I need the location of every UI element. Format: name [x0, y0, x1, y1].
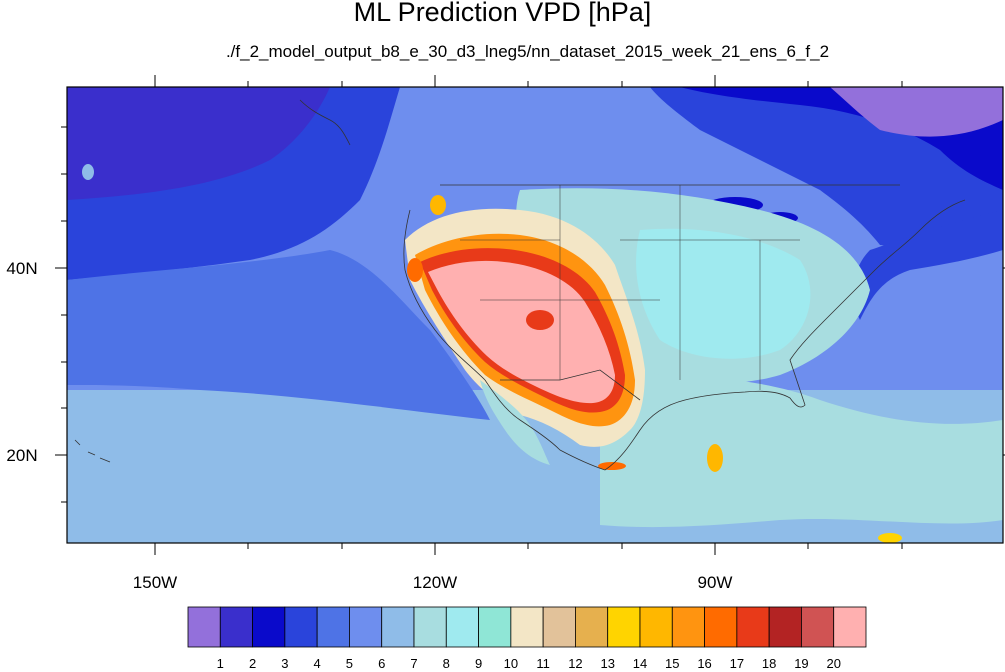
colorbar-label: 20 [826, 656, 840, 671]
colorbar-label: 7 [410, 656, 417, 671]
vpd-field [67, 87, 1003, 543]
state-lines [460, 185, 800, 390]
colorbar-label: 13 [600, 656, 614, 671]
hawaii-islands [74, 439, 111, 463]
colorbar-swatch [478, 606, 512, 648]
colorbar-swatch [284, 606, 318, 648]
field-hudson-violet [830, 87, 1003, 137]
field-pacific-mid [67, 250, 490, 420]
colorbar-label: 19 [794, 656, 808, 671]
colorbar-label: 4 [314, 656, 321, 671]
colorbar-swatch [445, 606, 479, 648]
field-hot-spot [878, 533, 902, 543]
colorbar-label: 2 [249, 656, 256, 671]
colorbar-label: 14 [633, 656, 647, 671]
colorbar-label: 3 [281, 656, 288, 671]
colorbar-label: 8 [443, 656, 450, 671]
map-coastlines [74, 99, 966, 471]
field-atlantic-dark [853, 210, 1003, 320]
lon-tick-label: 150W [133, 573, 177, 592]
colorbar-label: 9 [475, 656, 482, 671]
map-subtitle: ./f_2_model_output_b8_e_30_d3_lneg5/nn_d… [225, 42, 830, 61]
colorbar-swatch [187, 606, 221, 648]
gulf-east-coastline [604, 199, 966, 471]
field-hot-spot [407, 258, 423, 282]
colorbar-swatch [413, 606, 447, 648]
colorbar-swatch [833, 606, 867, 648]
colorbar-swatch [316, 606, 350, 648]
field-gulf-region [600, 360, 1003, 528]
colorbar-label: 6 [378, 656, 385, 671]
axis-ticks [55, 75, 1005, 555]
lon-tick-label: 90W [698, 573, 733, 592]
field-pacific-darker [67, 87, 330, 200]
lat-tick-label: 20N [6, 446, 37, 465]
colorbar-swatch [607, 606, 641, 648]
colorbar-swatch [219, 606, 253, 648]
colorbar-swatch [801, 606, 835, 648]
colorbar-label: 15 [665, 656, 679, 671]
colorbar: 1 2 3 4 5 6 7 8 9 10 11 12 13 14 15 16 17 18 19 20 [187, 606, 867, 671]
field-island-blob [82, 164, 94, 180]
colorbar-label: 5 [346, 656, 353, 671]
colorbar-label: 12 [568, 656, 582, 671]
field-baja-light [480, 380, 550, 465]
us-mexico-border [500, 369, 641, 401]
colorbar-label: 11 [536, 656, 550, 671]
field-hot-spot [430, 195, 446, 215]
lon-tick-label: 120W [413, 573, 457, 592]
colorbar-swatch [381, 606, 415, 648]
colorbar-swatch [349, 606, 383, 648]
colorbar-swatch [704, 606, 738, 648]
colorbar-swatch [768, 606, 802, 648]
field-hot-spot [707, 444, 723, 472]
lat-tick-label: 40N [6, 259, 37, 278]
alaska-coast [299, 99, 351, 146]
field-west-pink [428, 260, 615, 404]
field-plains-lighter [636, 228, 811, 359]
colorbar-swatch [736, 606, 770, 648]
colorbar-swatch [671, 606, 705, 648]
field-hot-spot [526, 310, 554, 330]
colorbar-label: 18 [762, 656, 776, 671]
colorbar-label: 17 [730, 656, 744, 671]
colorbar-swatch [542, 606, 576, 648]
colorbar-swatch [510, 606, 544, 648]
colorbar-label: 10 [504, 656, 518, 671]
colorbar-label: 16 [697, 656, 711, 671]
colorbar-swatch [252, 606, 286, 648]
west-coastline [403, 209, 606, 471]
colorbar-label: 1 [217, 656, 224, 671]
colorbar-swatch [575, 606, 609, 648]
field-hot-spot [598, 462, 626, 470]
colorbar-swatch [639, 606, 673, 648]
map-title: ML Prediction VPD [hPa] [353, 0, 652, 27]
